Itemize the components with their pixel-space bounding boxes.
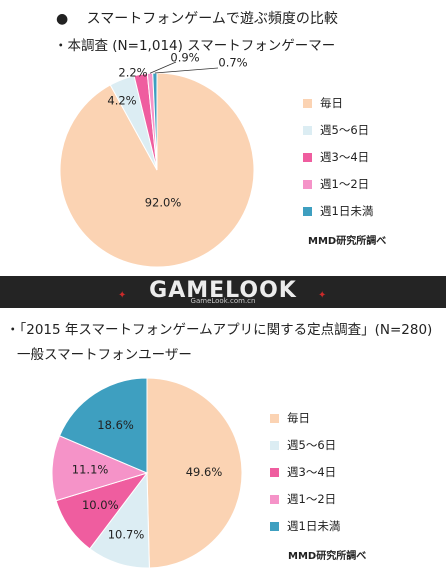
pie1-leader-under-1-day [154,67,219,74]
chart2-subtitle-2: 一般スマートフォンユーザー [17,347,192,363]
legend2-item-under-1-day: 週1日未満 [270,518,340,534]
pie1-leader-1-2-days [149,61,177,74]
legend1-label-3-4-days: 週3～4日 [320,150,370,164]
legend1-item-3-4-days: 週3～4日 [303,149,369,165]
banner-right-arrow-icon: ✦ [318,290,327,301]
legend2-item-5-6-days: 週5～6日 [270,437,336,453]
legend2-label-3-4-days: 週3～4日 [287,465,337,479]
legend1-label-daily: 毎日 [320,96,343,110]
banner-logo: GAMELOOK [149,278,297,303]
legend1-swatch-1-2-days [303,179,312,189]
pie1-label-3-4-days: 2.2% [118,66,147,80]
legend2-swatch-under-1-day [270,521,279,531]
legend1-label-under-1-day: 週1日未満 [320,204,374,218]
pie-chart-1: 92.0% 4.2% 2.2% 0.9% 0.7% [59,51,255,268]
banner-left-arrow-icon: ✦ [118,290,127,301]
chart2-subtitle: ・「2015 年スマートフォンゲームアプリに関する定点調査」(N=280) [6,322,433,338]
chart1-credit: MMD研究所調べ [308,236,387,247]
legend1-item-1-2-days: 週1～2日 [303,176,369,192]
legend1-swatch-under-1-day [303,206,312,216]
legend2-item-3-4-days: 週3～4日 [270,464,336,480]
legend2-label-1-2-days: 週1～2日 [287,492,337,506]
legend1-swatch-daily [303,98,312,108]
pie-chart-2: 49.6% 10.7% 10.0% 11.1% 18.6% [51,377,243,569]
pie1-label-1-2-days: 0.9% [170,51,199,65]
legend2-swatch-3-4-days [270,467,279,477]
legend2-swatch-5-6-days [270,440,279,450]
legend2-swatch-1-2-days [270,494,279,504]
chart-heading: ● スマートフォンゲームで遊ぶ頻度の比較 [56,8,338,28]
watermark-banner: ✦ GAMELOOK GameLook.com.cn ✦ [0,276,446,308]
legend1-swatch-5-6-days [303,125,312,135]
pie1-label-5-6-days: 4.2% [107,94,136,108]
legend2-label-under-1-day: 週1日未満 [287,519,341,533]
page-title: スマートフォンゲームで遊ぶ頻度の比較 [86,11,338,27]
pie2-label-5-6-days: 10.7% [108,528,145,542]
chart2-credit: MMD研究所調べ [288,551,367,562]
pie2-label-1-2-days: 11.1% [72,462,109,476]
pie2-slice-1-2-days [51,435,149,502]
legend2-swatch-daily [270,413,279,423]
bullet-icon: ● [56,11,69,27]
pie2-label-under-1-day: 18.6% [97,418,134,432]
legend2-label-5-6-days: 週5～6日 [287,438,337,452]
legend2-item-1-2-days: 週1～2日 [270,491,336,507]
pie1-label-under-1-day: 0.7% [218,56,247,70]
legend1-label-5-6-days: 週5～6日 [320,123,370,137]
legend2-label-daily: 毎日 [287,411,310,425]
chart1-subtitle: ・本調査 (N=1,014) スマートフォンゲーマー [54,38,336,54]
legend1-item-5-6-days: 週5～6日 [303,122,369,138]
legend1-label-1-2-days: 週1～2日 [320,177,370,191]
pie1-label-daily: 92.0% [145,196,182,210]
pie2-slice-under-1-day [58,377,148,474]
legend1-swatch-3-4-days [303,152,312,162]
legend1-item-under-1-day: 週1日未満 [303,203,373,219]
banner-url: GameLook.com.cn [190,297,256,305]
pie2-label-daily: 49.6% [186,465,223,479]
pie2-slice-daily [146,377,243,569]
pie2-label-3-4-days: 10.0% [82,498,119,512]
legend2-item-daily: 毎日 [270,410,310,426]
legend1-item-daily: 毎日 [303,95,343,111]
